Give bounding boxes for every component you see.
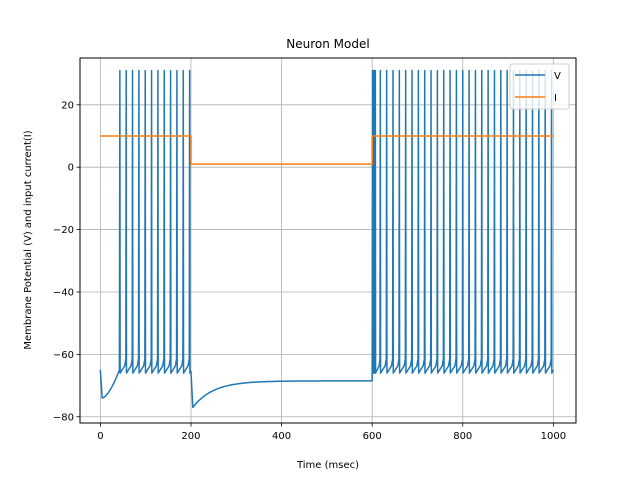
y-tick-label: −20 [53,225,74,236]
series-layer [99,69,555,409]
legend: V I [509,63,570,110]
y-tick-label: −60 [53,350,74,361]
legend-label-v: V [554,71,561,82]
x-tick-label: 200 [181,431,200,442]
grid [80,58,576,423]
x-tick-label: 1000 [541,431,566,442]
x-axis-label: Time (msec) [296,460,359,471]
ticks: 0 200 400 600 800 1000 −80 −60 −40 −20 0 20 [53,100,566,442]
series-line-v [99,69,555,409]
x-tick-label: 0 [97,431,103,442]
y-axis-label: Membrane Potential (V) and input current… [23,130,34,349]
chart-title: Neuron Model [286,37,369,51]
x-tick-label: 600 [363,431,382,442]
y-tick-label: −40 [53,287,74,298]
y-tick-label: 0 [68,163,74,174]
y-tick-label: 20 [61,100,74,111]
y-tick-label: −80 [53,412,74,423]
x-tick-label: 800 [453,431,472,442]
x-tick-label: 400 [272,431,291,442]
legend-label-i: I [554,93,557,104]
series-line-i [100,135,554,165]
plot-frame [79,57,577,424]
